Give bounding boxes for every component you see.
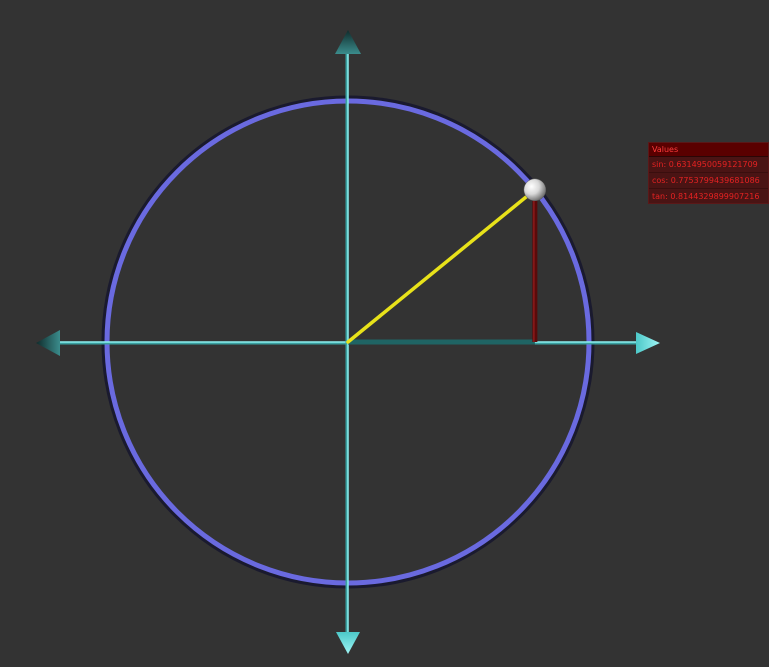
radius-line [346, 188, 537, 344]
angle-handle[interactable] [523, 178, 547, 202]
values-panel-title: Values [649, 143, 768, 157]
x-axis-positive-arrow-icon [636, 332, 660, 354]
values-panel: Values sin: 0.6314950059121709 cos: 0.77… [648, 142, 769, 204]
sin-value: sin: 0.6314950059121709 [649, 157, 768, 173]
cos-value: cos: 0.7753799439681086 [649, 173, 768, 189]
x-axis-negative-arrow-icon [36, 330, 60, 356]
y-axis-positive-arrow-icon [335, 30, 361, 54]
y-axis-negative-arrow-icon [336, 632, 360, 654]
tan-value: tan: 0.8144329899907216 [652, 192, 760, 201]
